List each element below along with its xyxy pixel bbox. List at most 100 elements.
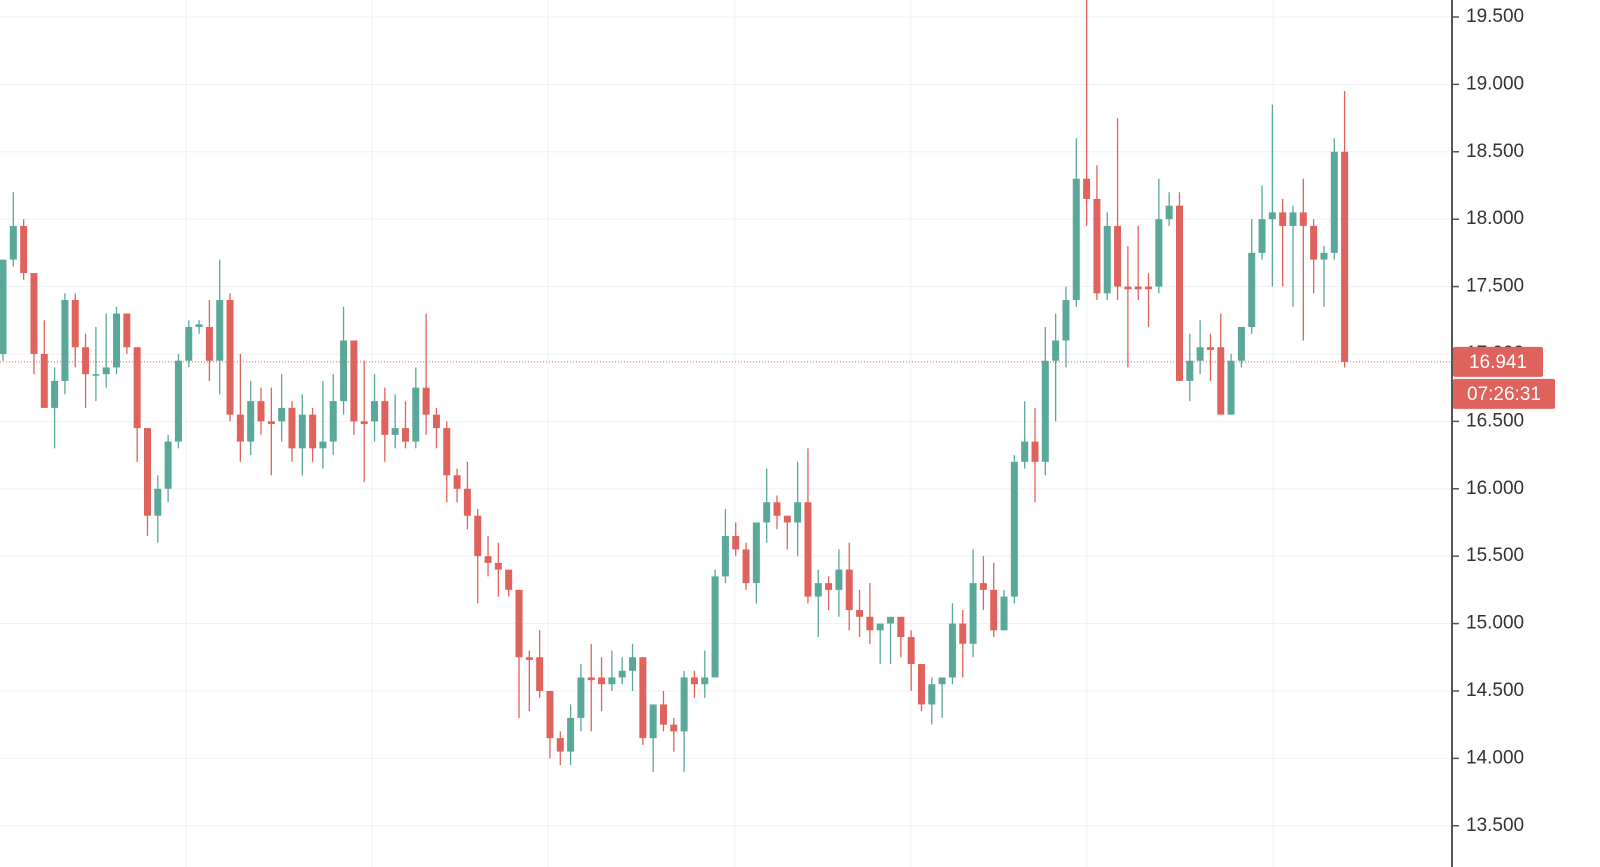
y-tick-label: 18.500 (1466, 141, 1524, 162)
candle-body (969, 583, 977, 644)
candle-body (990, 589, 998, 631)
candle-body (278, 407, 286, 422)
candle-body (515, 589, 523, 658)
candle-body (154, 488, 162, 516)
candle-body (763, 502, 771, 523)
candle-body (422, 387, 430, 415)
candle-body (350, 340, 358, 422)
candle-body (948, 623, 956, 678)
y-tick-label: 15.000 (1466, 613, 1524, 634)
candle-body (463, 488, 471, 516)
candle-body (71, 300, 79, 348)
candle-body (1041, 360, 1049, 462)
candle-body (711, 576, 719, 678)
candle-body (247, 401, 255, 442)
candle-body (1341, 151, 1349, 362)
candle-body (680, 677, 688, 732)
candle-body (1206, 347, 1214, 350)
candle-body (1310, 225, 1318, 260)
candle-body (164, 441, 172, 489)
candle-body (866, 616, 874, 631)
candle-body (887, 616, 895, 624)
candle-body (371, 401, 379, 422)
candle-body (773, 502, 781, 516)
candle-body (783, 515, 791, 523)
candle-body (102, 367, 110, 375)
candle-body (814, 583, 822, 597)
candle-body (360, 421, 368, 425)
candle-body (659, 704, 667, 725)
candle-body (51, 380, 59, 408)
candle-body (82, 347, 90, 375)
candle-body (1072, 178, 1080, 301)
candle-body (257, 401, 265, 422)
candle-body (752, 522, 760, 584)
candle-body (401, 428, 409, 442)
candle-body (143, 428, 151, 516)
candle-body (1227, 360, 1235, 415)
candle-body (0, 259, 7, 354)
y-tick-label: 14.000 (1466, 747, 1524, 768)
candle-body (1114, 225, 1122, 287)
candle-body (1289, 212, 1297, 226)
candle-body (133, 347, 141, 429)
candle-body (92, 374, 100, 376)
candle-body (928, 684, 936, 705)
candle-body (690, 677, 698, 685)
candle-body (391, 428, 399, 435)
candle-body (1103, 225, 1111, 294)
candle-body (649, 704, 657, 739)
candle-body (1175, 205, 1183, 381)
candle-body (1268, 212, 1276, 220)
candle-body (267, 421, 275, 425)
candle-body (1279, 212, 1287, 226)
candle-body (309, 414, 317, 449)
candle-body (61, 300, 69, 381)
candle-body (959, 623, 967, 644)
candle-body (195, 324, 203, 328)
candle-body (1165, 205, 1173, 220)
candle-body (288, 407, 296, 449)
candle-body (474, 515, 482, 557)
vertical-grid (185, 0, 1274, 867)
candle-body (494, 562, 502, 570)
candle-body (742, 549, 750, 584)
candle-body (185, 327, 193, 361)
candles (0, 0, 1349, 772)
candle-body (1062, 300, 1070, 341)
y-tick-label: 19.000 (1466, 73, 1524, 94)
last-price-label: 16.941 (1469, 352, 1527, 373)
candle-body (216, 300, 224, 361)
countdown-label: 07:26:31 (1467, 384, 1541, 405)
y-tick-label: 15.500 (1466, 545, 1524, 566)
candle-body (917, 663, 925, 705)
y-tick-label: 16.000 (1466, 478, 1524, 499)
candle-body (1258, 219, 1266, 253)
candle-body (205, 327, 213, 361)
candle-body (174, 360, 182, 442)
candle-body (113, 313, 121, 368)
candle-body (1237, 327, 1245, 361)
candle-body (1155, 219, 1163, 287)
candle-body (639, 657, 647, 739)
candle-body (30, 273, 38, 354)
candle-body (1299, 212, 1307, 226)
y-tick-label: 18.000 (1466, 208, 1524, 229)
candle-body (598, 677, 606, 685)
candle-body (876, 623, 884, 631)
candle-body (340, 340, 348, 402)
candle-body (1196, 347, 1204, 361)
candle-body (938, 677, 946, 685)
candle-body (835, 569, 843, 590)
candle-body (525, 657, 533, 660)
candle-body (505, 569, 513, 590)
candle-body (1320, 252, 1328, 260)
candle-body (20, 225, 28, 274)
candle-body (794, 502, 802, 523)
candle-body (907, 637, 915, 664)
candle-body (701, 677, 709, 685)
last-price-box (1453, 346, 1543, 377)
